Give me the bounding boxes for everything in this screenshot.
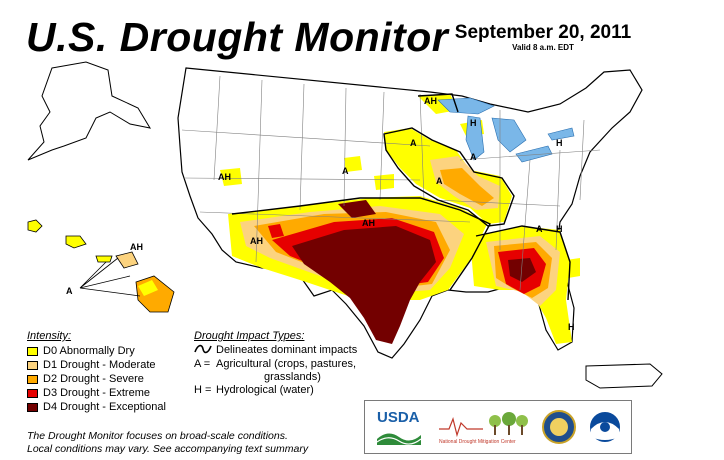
hawaii-big-island-dry [138,280,158,296]
legend-label-d2: D2 Drought - Severe [43,373,144,385]
map-date: September 20, 2011 [454,22,632,43]
legend-item-d1: D1 Drought - Moderate [27,358,166,372]
legend-item-d2: D2 Drought - Severe [27,372,166,386]
impact-text-agricultural: Agricultural (crops, pastures, [216,358,356,370]
impact-heading: Drought Impact Types: [194,330,305,342]
label-ah-southwest: AH [250,236,263,246]
label-a-upper-midwest: A [410,138,417,148]
label-a-midwest: A [470,152,477,162]
label-ah-hawaii: AH [130,242,143,252]
impact-item-hydrological: H = Hydrological (water) [194,384,357,397]
puerto-rico-outline [585,363,663,389]
hawaii-molokai [95,255,113,263]
disclaimer-note: The Drought Monitor focuses on broad-sca… [27,430,347,456]
legend-label-d4: D4 Drought - Exceptional [43,401,166,413]
label-ah-north-central: AH [424,96,437,106]
swatch-d2 [27,374,38,384]
hawaii-arrows [79,257,141,297]
delineation-line-icon [194,344,216,358]
label-a-northern-plains: A [342,166,349,176]
impact-item-delineation: Delineates dominant impacts [194,344,357,358]
label-a-southeast: A [536,224,543,234]
usda-logo: USDA [377,409,420,426]
ndmc-name: National Drought Mitigation Center [439,439,516,445]
hawaii-kauai [27,219,43,233]
legend-label-d3: D3 Drought - Extreme [43,387,150,399]
label-h-florida: H [568,322,575,332]
note-line-2: Local conditions may vary. See accompany… [27,443,309,455]
impact-lines [231,93,571,301]
swatch-d0 [27,346,38,356]
map-title: U.S. Drought Monitor [26,14,449,60]
hawaii-oahu [65,235,87,249]
legend-label-d1: D1 Drought - Moderate [43,359,156,371]
swatch-d4 [27,402,38,412]
impact-symbol-agricultural: A = [194,358,211,370]
impact-text-agricultural-cont: grasslands) [264,371,321,383]
d4-areas [292,200,536,344]
noaa-logo-icon [588,410,622,444]
impact-text-delineation: Delineates dominant impacts [216,344,358,356]
agency-logos: USDA National Drought Mitigation Center [364,400,632,454]
label-ah-southern-plains: AH [362,218,375,228]
alaska-outline [27,61,152,161]
label-h-northeast: H [556,138,563,148]
valid-time: Valid 8 a.m. EDT [512,43,574,52]
impact-symbol-hydrological: H = [194,384,212,396]
impact-legend: Delineates dominant impacts A = Agricult… [194,344,357,397]
legend-heading: Intensity: [27,330,72,342]
usda-hills-icon [377,433,421,445]
legend-item-d4: D4 Drought - Exceptional [27,400,166,414]
state-boundaries [181,75,601,291]
hawaii-big-island [135,275,175,313]
label-ah-northwest: AH [218,172,231,182]
impact-item-agricultural-cont: grasslands) [194,371,357,384]
swatch-d1 [27,360,38,370]
commerce-seal-icon [542,410,576,444]
hawaii-maui [115,251,139,269]
impact-item-agricultural: A = Agricultural (crops, pastures, [194,358,357,371]
legend-label-d0: D0 Abnormally Dry [43,345,135,357]
label-a-hawaii: A [66,286,73,296]
label-h-southeast: H [556,224,563,234]
ndmc-logo-icon [439,412,528,437]
note-line-1: The Drought Monitor focuses on broad-sca… [27,430,288,442]
impact-text-hydrological: Hydrological (water) [216,384,314,396]
label-h-great-lakes: H [470,118,477,128]
intensity-legend: D0 Abnormally Dry D1 Drought - Moderate … [27,344,166,414]
legend-item-d3: D3 Drought - Extreme [27,386,166,400]
label-a-central: A [436,176,443,186]
legend-item-d0: D0 Abnormally Dry [27,344,166,358]
great-lakes [437,97,575,163]
swatch-d3 [27,388,38,398]
